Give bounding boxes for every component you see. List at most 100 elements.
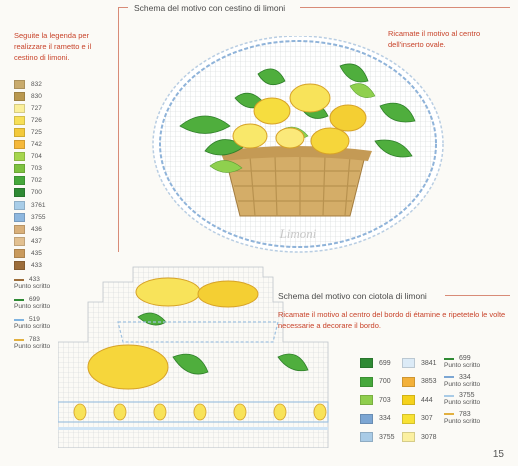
thread-code: 783: [459, 410, 471, 418]
stitch-label: Punto scritto: [14, 343, 51, 350]
color-swatch: [14, 79, 25, 89]
legend-intro: Seguite la legenda per realizzare il ram…: [14, 31, 92, 62]
thread-code: 704: [31, 153, 42, 161]
thread-code: 3853: [421, 378, 437, 385]
thread-code: 436: [31, 225, 42, 233]
thread-code: 3761: [31, 201, 46, 209]
color-swatch: [14, 164, 25, 174]
thread-code: 727: [31, 104, 42, 112]
stitch-label: Punto scritto: [444, 417, 481, 425]
left-legend-row: 726: [14, 115, 42, 125]
color-swatch: [360, 395, 373, 405]
thread-code: 444: [421, 396, 433, 404]
thread-code: 783: [29, 336, 40, 343]
color-swatch: [402, 413, 415, 424]
thread-code: 832: [31, 80, 42, 88]
bottom-line-legend-row: 334 Punto scritto: [444, 374, 480, 388]
color-swatch: [14, 248, 25, 258]
stitch-label: Punto scritto: [444, 399, 481, 406]
bottom-legend-row: 3841: [402, 358, 437, 368]
color-swatch: [360, 432, 373, 442]
color-swatch: [14, 200, 25, 210]
color-swatch: [14, 224, 25, 234]
left-legend-row: 704: [14, 152, 42, 162]
thread-code: 725: [31, 128, 42, 136]
bottom-legend-row: 444: [402, 395, 433, 405]
bottom-legend-row: 699: [360, 358, 391, 368]
bottom-legend-row: 703: [360, 395, 391, 405]
line-swatch: [14, 298, 24, 301]
thread-code: 699: [379, 359, 391, 367]
thread-code: 830: [31, 92, 42, 100]
color-swatch: [14, 152, 25, 162]
color-swatch: [14, 176, 25, 186]
color-swatch: [402, 395, 415, 405]
bottom-line-legend-row: 783 Punto scritto: [444, 411, 480, 425]
line-swatch: [14, 278, 24, 281]
bottom-instruction: Ricamate il motivo al centro del bordo d…: [278, 310, 506, 330]
stitch-label: Punto scritto: [14, 303, 51, 310]
thread-code: 437: [31, 237, 42, 245]
left-legend-row: 742: [14, 140, 42, 150]
top-instruction: Ricamate il motivo al centro dell'insert…: [388, 29, 481, 49]
thread-code: 699: [459, 355, 471, 362]
left-legend-row: 727: [14, 103, 42, 113]
bottom-line-legend-row: 699 Punto scritto: [444, 355, 480, 369]
bottom-legend-row: 3078: [402, 432, 437, 442]
bottom-chart-title: Schema del motivo con ciotola di limoni: [278, 291, 427, 301]
bottom-legend-row: 307: [402, 413, 433, 424]
stitch-label: Punto scritto: [444, 362, 481, 369]
color-swatch: [402, 432, 415, 442]
thread-code: 435: [31, 249, 42, 257]
color-swatch: [14, 115, 25, 125]
thread-code: 519: [29, 316, 40, 323]
color-swatch: [14, 188, 25, 198]
thread-code: 726: [31, 116, 42, 124]
thread-code: 433: [29, 276, 40, 283]
color-swatch: [14, 212, 25, 222]
color-swatch: [14, 236, 25, 246]
page-number: 15: [492, 449, 504, 460]
header-rule-right: [300, 7, 510, 8]
bottom-legend-row: 700: [360, 376, 391, 387]
bowl-lemons-chart: [58, 266, 329, 448]
thread-code: 334: [379, 415, 391, 422]
thread-code: 700: [379, 378, 391, 385]
left-legend-row: 3755: [14, 212, 45, 222]
line-swatch: [444, 394, 454, 397]
top-chart-title: Schema del motivo con cestino di limoni: [134, 3, 286, 13]
line-swatch: [14, 318, 24, 321]
color-swatch: [360, 413, 373, 424]
thread-code: 307: [421, 415, 433, 422]
thread-code: 699: [29, 296, 40, 303]
stitch-label: Punto scritto: [14, 283, 51, 290]
thread-code: 433: [31, 262, 42, 269]
bottom-legend-row: 3755: [360, 432, 395, 442]
thread-code: 702: [31, 177, 42, 185]
left-legend-row: 437: [14, 236, 42, 246]
stitch-label: Punto scritto: [14, 323, 51, 330]
bottom-line-legend-row: 3755 Punto scritto: [444, 392, 480, 406]
left-legend-row: 703: [14, 164, 42, 174]
oval-word-limoni: Limoni: [279, 226, 317, 241]
thread-code: 334: [459, 373, 471, 381]
left-line-legend-row: 783 Punto scritto: [14, 336, 50, 354]
thread-code: 3755: [459, 392, 475, 399]
left-line-legend-row: 433 Punto scritto: [14, 276, 50, 294]
color-swatch: [360, 358, 373, 368]
header-rule-vertical: [118, 7, 119, 252]
thread-code: 742: [31, 141, 42, 148]
thread-code: 703: [379, 396, 391, 404]
bottom-legend-row: 3853: [402, 376, 437, 387]
thread-code: 3841: [421, 359, 437, 367]
line-swatch: [14, 338, 24, 341]
stitch-label: Punto scritto: [444, 380, 481, 388]
left-legend-row: 702: [14, 176, 42, 186]
header-rule-left: [118, 7, 128, 8]
color-swatch: [14, 127, 25, 137]
bottom-header-rule: [445, 295, 510, 296]
line-swatch: [444, 357, 454, 360]
color-swatch: [402, 376, 415, 387]
thread-code: 3078: [421, 433, 437, 441]
left-legend-row: 832: [14, 79, 42, 89]
